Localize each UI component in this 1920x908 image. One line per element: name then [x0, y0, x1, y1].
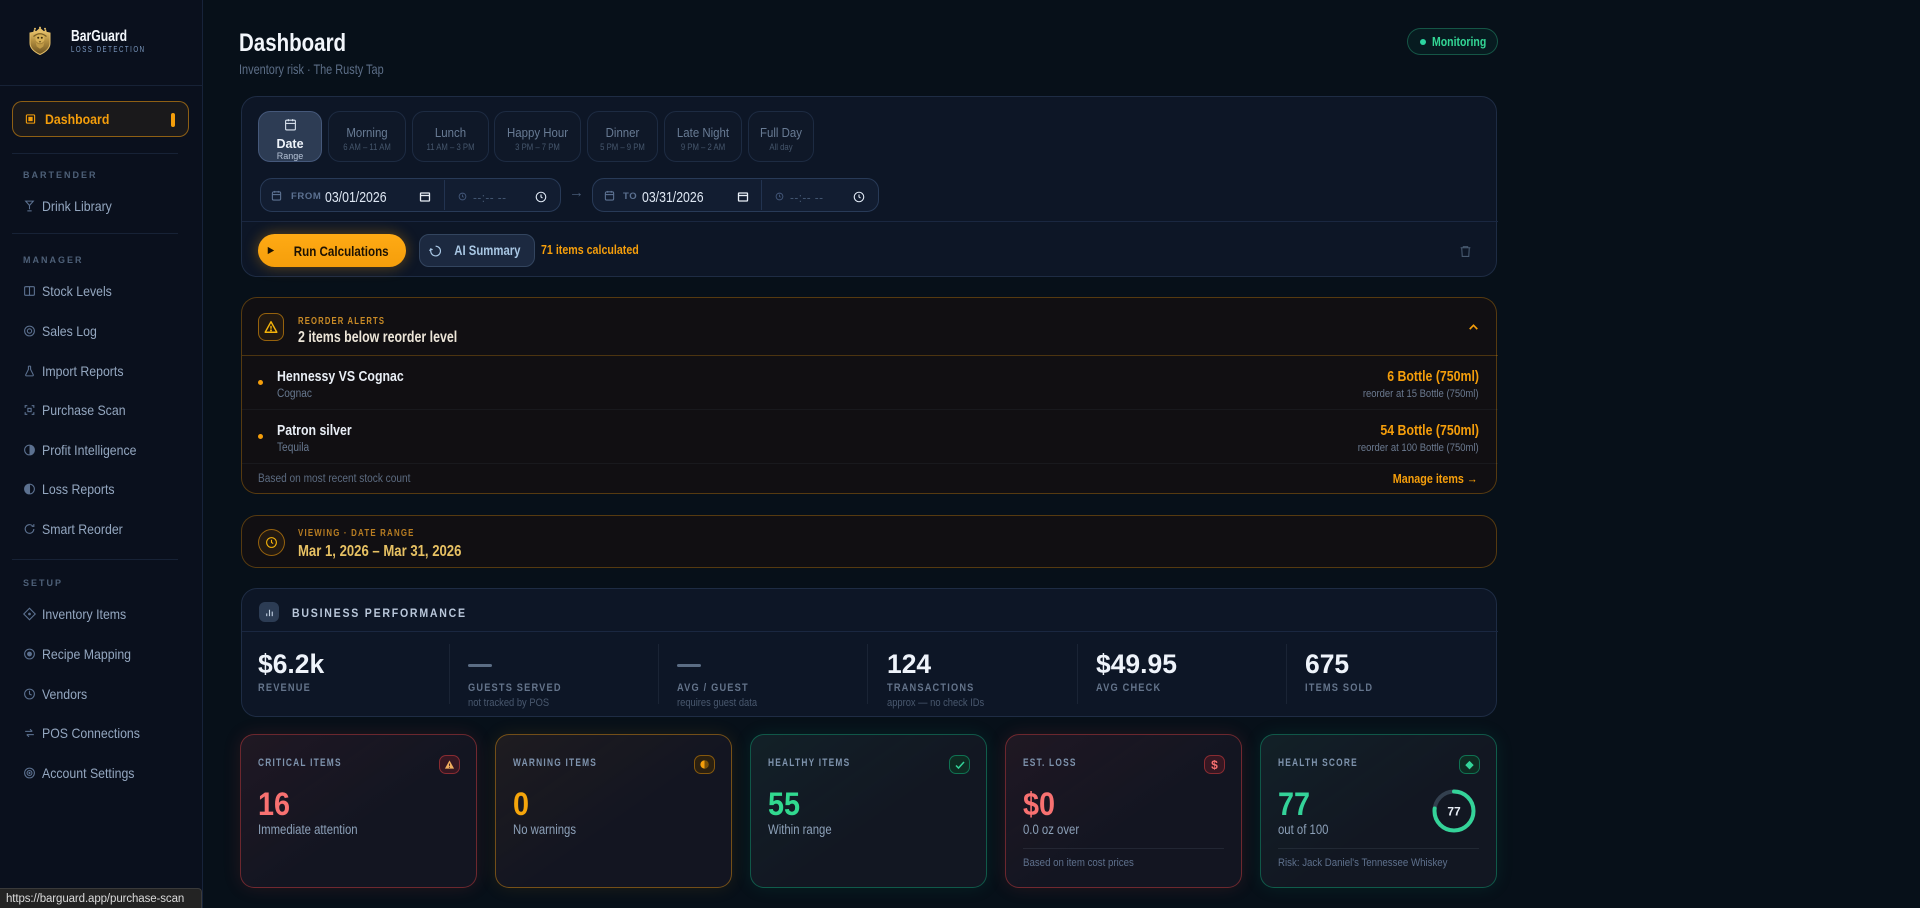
svg-text:77: 77 — [1447, 805, 1461, 819]
